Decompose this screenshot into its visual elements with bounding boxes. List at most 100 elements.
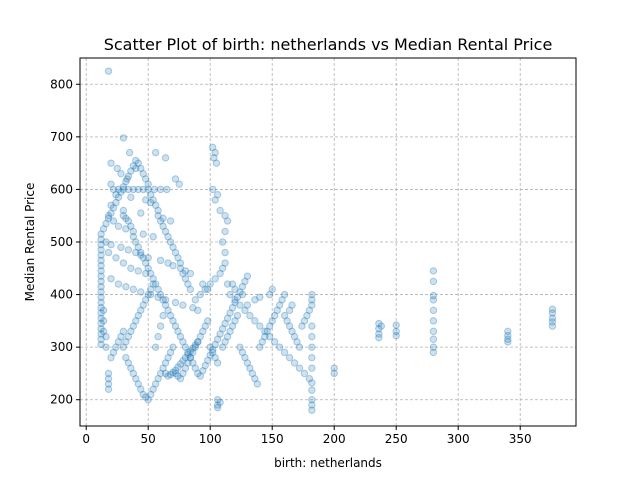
data-point <box>548 305 557 313</box>
data-point <box>231 296 239 304</box>
data-point <box>139 254 147 262</box>
data-point <box>179 338 187 346</box>
data-point <box>151 380 160 388</box>
data-point <box>129 227 138 236</box>
data-point <box>122 282 130 291</box>
data-point <box>146 190 155 199</box>
data-point <box>171 366 180 374</box>
data-point <box>119 212 128 220</box>
data-point <box>179 301 187 309</box>
data-point <box>206 280 214 288</box>
data-point <box>305 374 314 383</box>
data-point <box>142 175 150 183</box>
data-point <box>238 290 247 299</box>
data-point <box>208 346 217 354</box>
data-point <box>330 369 338 378</box>
x-tick-label: 300 <box>447 432 470 446</box>
data-point <box>109 348 118 357</box>
data-point <box>124 217 133 225</box>
data-point <box>109 204 118 212</box>
data-point <box>270 311 279 320</box>
data-point <box>236 343 244 351</box>
data-point <box>226 290 234 299</box>
data-point <box>213 401 222 409</box>
data-point <box>186 353 195 362</box>
data-point <box>266 332 274 341</box>
data-point <box>261 327 269 336</box>
data-point <box>117 332 125 341</box>
data-point <box>181 343 190 351</box>
x-tick-label: 200 <box>323 432 346 446</box>
data-point <box>223 217 232 225</box>
data-point <box>144 264 152 272</box>
data-point <box>104 248 113 257</box>
data-point <box>300 317 309 325</box>
data-point <box>211 353 219 362</box>
data-point <box>124 332 133 341</box>
data-point <box>548 318 557 326</box>
data-point <box>156 185 165 194</box>
data-point <box>97 335 105 343</box>
data-point <box>137 209 145 217</box>
x-axis-ticks: 0 50 100 150 200 250 300 350 <box>82 426 532 446</box>
data-point <box>142 296 150 304</box>
data-point <box>99 327 108 336</box>
data-point <box>392 331 400 340</box>
data-point <box>97 251 105 259</box>
data-point <box>174 363 182 371</box>
data-point <box>125 148 134 157</box>
data-point <box>129 162 138 170</box>
data-point <box>166 238 175 246</box>
data-point <box>191 364 200 372</box>
data-point <box>97 267 105 275</box>
data-point <box>231 298 239 307</box>
y-tick-label: 500 <box>50 235 73 249</box>
data-point <box>114 280 123 288</box>
data-point <box>238 282 247 291</box>
data-point <box>142 196 150 204</box>
data-point <box>139 169 147 178</box>
data-point <box>151 201 160 209</box>
x-tick-label: 150 <box>261 432 284 446</box>
data-point <box>154 285 162 294</box>
data-point <box>119 183 128 191</box>
data-point <box>199 327 207 336</box>
data-point <box>102 219 110 228</box>
data-point <box>176 374 185 383</box>
data-point <box>132 164 140 173</box>
data-point <box>97 319 105 328</box>
data-point <box>211 148 219 157</box>
data-point <box>97 340 105 349</box>
data-point <box>261 332 269 341</box>
data-point <box>161 296 170 304</box>
data-point <box>429 296 438 304</box>
data-point <box>146 285 155 294</box>
data-point <box>104 380 113 388</box>
data-point <box>134 267 142 275</box>
data-point <box>139 390 147 399</box>
data-point <box>97 246 105 254</box>
data-point <box>166 348 175 357</box>
data-point <box>375 330 383 338</box>
data-point <box>144 396 152 404</box>
data-point <box>154 206 162 215</box>
data-point <box>194 338 202 346</box>
data-point <box>99 306 108 315</box>
data-point <box>218 343 227 351</box>
data-point <box>149 280 157 288</box>
data-point <box>171 175 180 183</box>
data-point <box>169 343 177 351</box>
data-point <box>97 235 105 244</box>
data-point <box>221 319 229 328</box>
data-point <box>280 348 289 357</box>
data-point <box>102 343 110 351</box>
data-point <box>216 398 224 407</box>
data-point <box>132 317 140 325</box>
data-point <box>308 296 316 304</box>
data-point <box>275 301 284 309</box>
data-point <box>278 296 286 304</box>
data-point <box>429 317 438 325</box>
data-point <box>226 309 234 317</box>
data-point <box>161 369 170 378</box>
data-point <box>179 357 187 365</box>
